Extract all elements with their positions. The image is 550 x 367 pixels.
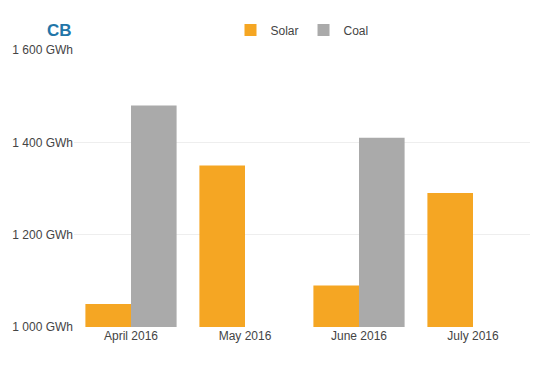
svg-text:June 2016: June 2016	[331, 329, 387, 343]
svg-text:April 2016: April 2016	[104, 329, 158, 343]
svg-text:Coal: Coal	[344, 24, 369, 38]
svg-text:1 600 GWh: 1 600 GWh	[12, 43, 73, 57]
svg-text:1 400 GWh: 1 400 GWh	[12, 136, 73, 150]
svg-text:1 200 GWh: 1 200 GWh	[12, 228, 73, 242]
svg-text:May 2016: May 2016	[219, 329, 272, 343]
svg-text:CB: CB	[47, 21, 72, 40]
svg-text:Solar: Solar	[271, 24, 299, 38]
svg-text:1 000 GWh: 1 000 GWh	[12, 320, 73, 334]
svg-text:July 2016: July 2016	[447, 329, 499, 343]
